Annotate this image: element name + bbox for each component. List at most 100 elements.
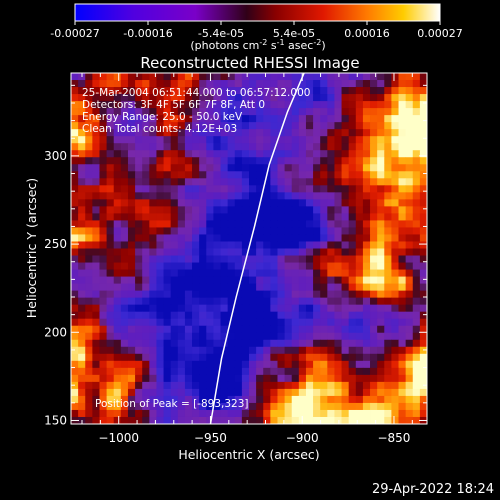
heatmap-cell	[334, 248, 342, 256]
heatmap-cell	[291, 178, 300, 186]
heatmap-cell	[142, 283, 150, 292]
heatmap-cell	[384, 276, 392, 284]
heatmap-cell	[277, 332, 285, 341]
heatmap-cell	[284, 395, 293, 404]
heatmap-cell	[320, 220, 328, 228]
heatmap-cell	[263, 178, 271, 186]
heatmap-cell	[377, 304, 385, 313]
heatmap-cell	[99, 241, 107, 249]
heatmap-cell	[277, 262, 285, 270]
heatmap-cell	[384, 346, 392, 355]
heatmap-cell	[106, 276, 115, 284]
heatmap-cell	[120, 346, 129, 355]
heatmap-cell	[184, 150, 193, 158]
heatmap-cell	[362, 94, 371, 102]
heatmap-cell	[412, 381, 421, 390]
heatmap-cell	[163, 164, 172, 172]
heatmap-cell	[142, 136, 150, 144]
heatmap-cell	[234, 276, 243, 284]
heatmap-cell	[149, 94, 157, 102]
heatmap-cell	[170, 332, 179, 341]
heatmap-cell	[405, 164, 414, 172]
heatmap-cell	[234, 234, 243, 242]
heatmap-cell	[263, 409, 271, 418]
heatmap-cell	[135, 381, 143, 390]
heatmap-cell	[220, 213, 229, 221]
heatmap-cell	[177, 178, 186, 186]
heatmap-cell	[163, 220, 172, 228]
heatmap-cell	[284, 136, 293, 144]
heatmap-cell	[277, 241, 285, 249]
heatmap-cell	[156, 220, 164, 228]
heatmap-cell	[227, 143, 236, 151]
heatmap-cell	[71, 311, 79, 320]
heatmap-cell	[142, 304, 150, 313]
heatmap-cell	[85, 136, 93, 144]
heatmap-cell	[313, 381, 321, 390]
heatmap-cell	[419, 220, 427, 228]
heatmap-cell	[106, 304, 115, 313]
heatmap-cell	[206, 234, 214, 242]
heatmap-cell	[419, 94, 427, 102]
heatmap-cell	[256, 339, 264, 348]
heatmap-cell	[99, 290, 107, 299]
heatmap-cell	[377, 213, 385, 221]
heatmap-cell	[106, 381, 115, 390]
heatmap-cell	[213, 360, 221, 369]
heatmap-cell	[398, 192, 407, 200]
heatmap-cell	[419, 143, 427, 151]
heatmap-cell	[327, 171, 335, 179]
heatmap-cell	[412, 171, 421, 179]
heatmap-cell	[405, 318, 414, 327]
heatmap-cell	[71, 402, 79, 411]
heatmap-cell	[177, 346, 186, 355]
heatmap-cell	[192, 339, 200, 348]
heatmap-cell	[249, 171, 257, 179]
heatmap-cell	[78, 157, 86, 165]
solar-limb-curve	[209, 73, 305, 424]
heatmap-cell	[227, 115, 236, 123]
heatmap-cell	[284, 199, 293, 207]
heatmap-cell	[341, 318, 350, 327]
heatmap-cell	[377, 164, 385, 172]
heatmap-cell	[377, 80, 385, 88]
heatmap-cell	[192, 290, 200, 299]
heatmap-cell	[120, 101, 129, 109]
heatmap-cell	[370, 311, 378, 320]
heatmap-cell	[256, 276, 264, 284]
heatmap-cell	[113, 388, 122, 397]
heatmap-cell	[142, 332, 150, 341]
heatmap-cell	[113, 178, 122, 186]
heatmap-cell	[298, 381, 307, 390]
heatmap-cell	[298, 192, 307, 200]
heatmap-cell	[106, 185, 115, 193]
heatmap-cell	[199, 297, 207, 306]
heatmap-cell	[298, 157, 307, 165]
heatmap-cell	[85, 381, 93, 390]
heatmap-cell	[163, 213, 172, 221]
heatmap-cell	[177, 325, 186, 334]
heatmap-cell	[192, 150, 200, 158]
heatmap-cell	[348, 409, 357, 418]
heatmap-cell	[270, 255, 278, 263]
heatmap-cell	[370, 241, 378, 249]
heatmap-cell	[220, 157, 229, 165]
heatmap-cell	[213, 409, 221, 418]
heatmap-cell	[177, 129, 186, 137]
heatmap-cell	[149, 80, 157, 88]
heatmap-cell	[234, 115, 243, 123]
heatmap-cell	[270, 262, 278, 270]
heatmap-cell	[99, 346, 107, 355]
heatmap-cell	[341, 283, 350, 292]
heatmap-cell	[334, 185, 342, 193]
heatmap-cell	[313, 122, 321, 130]
heatmap-cell	[377, 381, 385, 390]
heatmap-cell	[192, 220, 200, 228]
heatmap-cell	[277, 409, 285, 418]
heatmap-cell	[142, 248, 150, 256]
heatmap-cell	[370, 115, 378, 123]
heatmap-cell	[334, 304, 342, 313]
heatmap-cell	[120, 150, 129, 158]
heatmap-cell	[92, 185, 100, 193]
heatmap-cell	[320, 129, 328, 137]
